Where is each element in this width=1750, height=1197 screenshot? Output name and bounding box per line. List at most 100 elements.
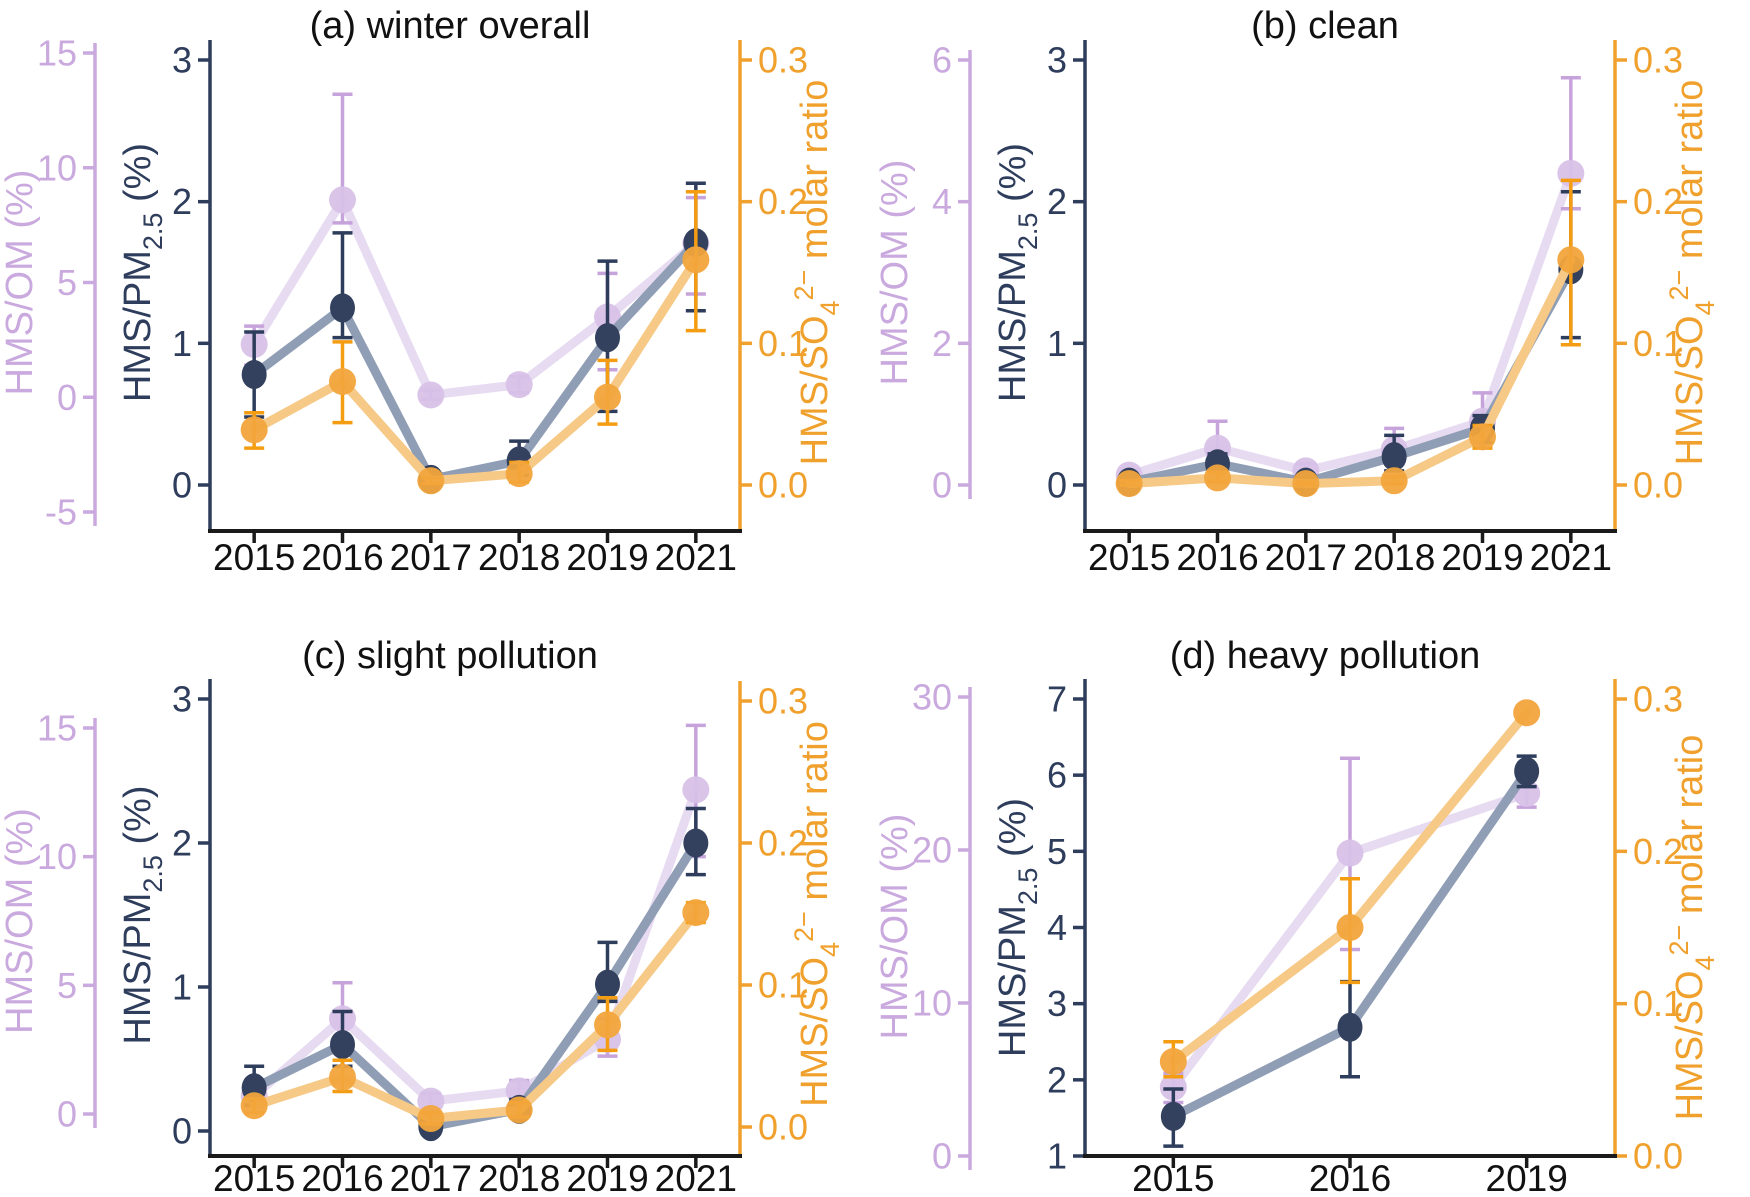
hms-pm25-axis-tick-label: 4 [1047,907,1067,948]
series-orange-marker [417,1104,445,1132]
series-purple-marker [417,381,445,409]
hms-so4-axis-tick-label: 0.0 [758,465,808,506]
series-navy-marker [595,969,620,999]
hms-om-axis-tick-label: -5 [45,492,77,533]
series-orange-marker [329,1063,356,1091]
series-orange [240,190,710,495]
hms-om-axis-title-part: HMS/OM (%) [875,814,916,1040]
series-purple-marker [505,371,533,399]
x-axis-tick-label: 2018 [1353,537,1435,578]
series-orange-line [249,908,701,1123]
series-purple-line [249,195,701,400]
panel-a-chart: -5 0 5 10 15 HMS/OM (%) 0 1 2 3 HMS/PM2.5 (%) 0.0 0.… [0,33,845,579]
hms-so4-axis-title-part: molar ratio [1669,735,1711,925]
panel-heavy-pollution: (d) heavy pollution 0 10 20 30 HMS/OM (%) 1 2 3… [875,599,1750,1197]
hms-so4-axis-title: HMS/SO42− molar ratio [789,721,845,1107]
hms-pm25-axis-tick-label: 3 [172,40,192,81]
series-navy-marker [330,293,355,323]
hms-so4-axis-title-part: 2− [1664,270,1694,301]
hms-om-axis-title: HMS/OM (%) [0,808,41,1034]
series-orange-marker [240,416,268,444]
hms-so4-axis-tick-label: 0.3 [758,40,808,81]
hms-om-axis-tick-label: 0 [932,1136,952,1177]
series-purple [1115,75,1585,489]
hms-so4-axis-tick-label: 0.0 [1633,1136,1683,1177]
hms-so4-axis-tick-label: 0.1 [758,965,808,1006]
hms-om-axis-tick-label: 10 [37,836,77,877]
panel-title-b: (b) clean [1251,5,1399,47]
hms-pm25-axis-tick-label: 3 [172,679,192,720]
x-axis-tick-label: 2021 [655,1158,737,1197]
hms-so4-axis-tick-label: 0.0 [758,1107,808,1148]
hms-pm25-axis-title: HMS/PM2.5 (%) [117,785,168,1044]
hms-pm25-axis-title-part: (%) [117,785,159,855]
hms-pm25-axis-tick-label: 6 [1047,755,1067,796]
hms-pm25-axis-tick-label: 3 [1047,40,1067,81]
hms-so4-axis-tick-label: 0.2 [758,823,808,864]
x-axis-tick-label: 2017 [390,1158,472,1197]
hms-om-axis-tick-label: 20 [912,830,952,871]
hms-pm25-axis-tick-label: 0 [172,465,192,506]
hms-pm25-axis-tick-label: 1 [172,323,192,364]
x-axis-tick-label: 2018 [478,1158,560,1197]
hms-so4-axis-title-part: HMS/SO [794,315,836,465]
series-orange-line [249,255,701,486]
hms-pm25-axis-tick-label: 2 [172,823,192,864]
hms-om-axis-tick-label: 6 [932,40,952,81]
hms-so4-axis-tick-label: 0.1 [1633,983,1683,1024]
series-navy-marker [1160,1101,1186,1131]
hms-om-axis-tick-label: 4 [932,181,952,222]
hms-so4-axis-tick-label: 0.1 [758,323,808,364]
x-axis-tick-label: 2017 [390,537,472,578]
hms-so4-axis-title-part: HMS/SO [1669,970,1711,1120]
hms-pm25-axis-title: HMS/PM2.5 (%) [992,798,1043,1057]
hms-pm25-axis-title-part: HMS/PM [117,893,159,1045]
hms-so4-axis-tick-label: 0.3 [758,681,808,722]
hms-so4-axis-title-part: HMS/SO [1669,315,1711,465]
series-orange-marker [1469,423,1496,451]
hms-pm25-axis-tick-label: 2 [1047,181,1067,222]
x-axis-tick-label: 2015 [213,1158,295,1197]
hms-pm25-axis-title-part: (%) [117,143,159,213]
series-purple-line [249,785,701,1106]
hms-om-axis-title: HMS/OM (%) [0,170,41,396]
x-axis-tick-label: 2016 [1309,1158,1391,1197]
panel-title-c: (c) slight pollution [302,635,598,677]
series-purple-marker [1159,1073,1187,1101]
hms-so4-axis-tick-label: 0.2 [758,181,808,222]
hms-pm25-axis-tick-label: 0 [1047,465,1067,506]
series-navy-marker [1514,756,1540,786]
hms-om-axis-tick-label: 0 [57,1094,77,1135]
hms-om-axis-title: HMS/OM (%) [875,814,916,1040]
hms-pm25-axis-title-part: (%) [992,798,1034,868]
series-purple-marker [1336,839,1364,867]
hms-pm25-axis-title-part: 2.5 [138,213,168,251]
x-axis-tick-label: 2021 [1530,537,1612,578]
series-orange-marker [417,467,445,495]
x-axis-tick-label: 2019 [566,1158,648,1197]
hms-so4-axis-title-part: 2− [1664,925,1694,956]
x-axis-tick-label: 2018 [478,537,560,578]
series-purple-marker [329,186,356,214]
hms-om-axis-tick-label: 0 [57,377,77,418]
hms-om-axis-tick-label: 5 [57,965,77,1006]
panel-clean: (b) clean 0 2 4 6 HMS/OM (%) 0 1 2 3 HMS/PM2.5 (%… [875,0,1750,598]
x-axis-tick-label: 2015 [1132,1158,1214,1197]
hms-so4-axis-tick-label: 0.2 [1633,181,1683,222]
series-navy-marker [241,360,267,389]
x-axis-tick-label: 2021 [655,537,737,578]
series-orange-marker [1336,914,1364,941]
x-axis-tick-label: 2019 [1486,1158,1568,1197]
panel-d-chart: 0 10 20 30 HMS/OM (%) 1 2 3 4 5 6 7 HMS/PM2.5 (%) 0.0… [875,677,1720,1197]
hms-so4-axis-tick-label: 0.2 [1633,831,1683,872]
hms-om-axis-tick-label: 15 [37,708,77,749]
x-axis-tick-label: 2016 [1176,537,1258,578]
hms-so4-axis-tick-label: 0.1 [1633,323,1683,364]
hms-pm25-axis-title-part: (%) [992,143,1034,213]
series-orange-marker [505,1096,533,1124]
hms-pm25-axis-tick-label: 3 [1047,983,1067,1024]
hms-so4-axis-title: HMS/SO42− molar ratio [789,80,845,466]
hms-om-axis-title-part: HMS/OM (%) [875,160,916,386]
hms-so4-axis-title-part: molar ratio [1669,80,1711,270]
